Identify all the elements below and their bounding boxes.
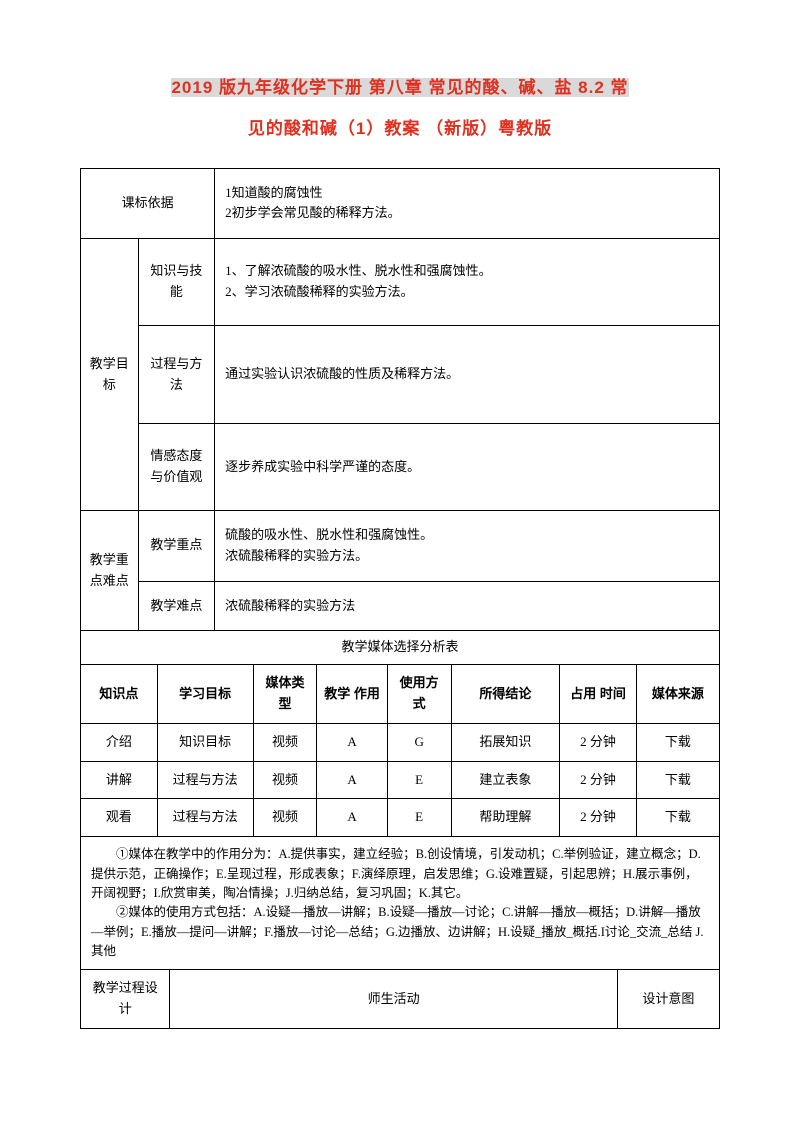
media-title: 教学媒体选择分析表 [81,631,720,664]
r2c1: 讲解 [81,761,158,799]
r3c4: A [317,799,387,837]
row-zhongdian: 教学重点难点 教学重点 硫酸的吸水性、脱水性和强腐蚀性。 浓硫酸稀释的实验方法。 [81,510,720,581]
r2c6: 建立表象 [451,761,560,799]
content-zhishi: 1、了解浓硫酸的吸水性、脱水性和强腐蚀性。 2、学习浓硫酸稀释的实验方法。 [215,239,720,326]
row-nandian: 教学难点 浓硫酸稀释的实验方法 [81,581,720,631]
r1c1: 介绍 [81,723,158,761]
zhishi-line2: 2、学习浓硫酸稀释的实验方法。 [225,282,709,303]
footer-c2: 师生活动 [170,970,617,1028]
notes-p2: ②媒体的使用方式包括：A.设疑—播放—讲解；B.设疑—播放—讨论；C.讲解—播放… [91,903,709,961]
label-zd: 教学重点 [138,510,215,581]
r3c7: 2 分钟 [560,799,637,837]
title-line-1: 2019 版九年级化学下册 第八章 常见的酸、碱、盐 8.2 常 [80,68,720,109]
r2c7: 2 分钟 [560,761,637,799]
row-qinggan: 情感态度与价值观 逐步养成实验中科学严谨的态度。 [81,424,720,511]
r1c2: 知识目标 [157,723,253,761]
title-line-2: 见的酸和碱（1）教案 （新版）粤教版 [80,109,720,150]
r3c1: 观看 [81,799,158,837]
media-notes: ①媒体在教学中的作用分为：A.提供事实，建立经验；B.创设情境，引发动机；C.举… [81,837,720,970]
r1c5: G [387,723,451,761]
h-c6: 所得结论 [451,665,560,724]
process-design-table: 教学过程设计 师生活动 设计意图 [80,970,720,1029]
r3c3: 视频 [253,799,317,837]
row-zhishi: 教学目标 知识与技能 1、了解浓硫酸的吸水性、脱水性和强腐蚀性。 2、学习浓硫酸… [81,239,720,326]
r3c2: 过程与方法 [157,799,253,837]
media-analysis-table: 教学媒体选择分析表 知识点 学习目标 媒体类型 教学 作用 使用方式 所得结论 … [80,631,720,970]
r3c8: 下载 [636,799,719,837]
title-text-highlighted: 2019 版九年级化学下册 第八章 常见的酸、碱、盐 8.2 常 [171,78,628,97]
zhishi-line1: 1、了解浓硫酸的吸水性、脱水性和强腐蚀性。 [225,261,709,282]
r1c4: A [317,723,387,761]
content-nd: 浓硫酸稀释的实验方法 [215,581,720,631]
h-c7: 占用 时间 [560,665,637,724]
r2c8: 下载 [636,761,719,799]
h-c8: 媒体来源 [636,665,719,724]
h-c5: 使用方式 [387,665,451,724]
h-c4: 教学 作用 [317,665,387,724]
footer-c1: 教学过程设计 [81,970,170,1028]
label-qinggan: 情感态度与价值观 [138,424,215,511]
footer-row: 教学过程设计 师生活动 设计意图 [81,970,720,1028]
content-qinggan: 逐步养成实验中科学严谨的态度。 [215,424,720,511]
r2c5: E [387,761,451,799]
label-nd: 教学难点 [138,581,215,631]
r1c8: 下载 [636,723,719,761]
content-zd: 硫酸的吸水性、脱水性和强腐蚀性。 浓硫酸稀释的实验方法。 [215,510,720,581]
r2c4: A [317,761,387,799]
media-title-row: 教学媒体选择分析表 [81,631,720,664]
document-title: 2019 版九年级化学下册 第八章 常见的酸、碱、盐 8.2 常 见的酸和碱（1… [80,68,720,150]
label-kebiao: 课标依据 [81,168,215,239]
label-zdnd: 教学重点难点 [81,510,139,630]
notes-p1: ①媒体在教学中的作用分为：A.提供事实，建立经验；B.创设情境，引发动机；C.举… [91,845,709,903]
h-c2: 学习目标 [157,665,253,724]
h-c1: 知识点 [81,665,158,724]
content-guocheng: 通过实验认识浓硫酸的性质及稀释方法。 [215,325,720,424]
label-guocheng: 过程与方法 [138,325,215,424]
row-guocheng: 过程与方法 通过实验认识浓硫酸的性质及稀释方法。 [81,325,720,424]
lesson-plan-table: 课标依据 1知道酸的腐蚀性 2初步学会常见酸的稀释方法。 教学目标 知识与技能 … [80,168,720,632]
row-kebiao: 课标依据 1知道酸的腐蚀性 2初步学会常见酸的稀释方法。 [81,168,720,239]
r2c2: 过程与方法 [157,761,253,799]
media-row-1: 介绍 知识目标 视频 A G 拓展知识 2 分钟 下载 [81,723,720,761]
content-kebiao: 1知道酸的腐蚀性 2初步学会常见酸的稀释方法。 [215,168,720,239]
kebiao-line1: 1知道酸的腐蚀性 [225,183,709,204]
zd-line1: 硫酸的吸水性、脱水性和强腐蚀性。 [225,525,709,546]
r1c7: 2 分钟 [560,723,637,761]
r2c3: 视频 [253,761,317,799]
r3c5: E [387,799,451,837]
r3c6: 帮助理解 [451,799,560,837]
label-zhishi: 知识与技能 [138,239,215,326]
media-row-3: 观看 过程与方法 视频 A E 帮助理解 2 分钟 下载 [81,799,720,837]
r1c6: 拓展知识 [451,723,560,761]
r1c3: 视频 [253,723,317,761]
label-mubiao: 教学目标 [81,239,139,511]
h-c3: 媒体类型 [253,665,317,724]
media-header-row: 知识点 学习目标 媒体类型 教学 作用 使用方式 所得结论 占用 时间 媒体来源 [81,665,720,724]
media-notes-row: ①媒体在教学中的作用分为：A.提供事实，建立经验；B.创设情境，引发动机；C.举… [81,837,720,970]
footer-c3: 设计意图 [617,970,719,1028]
kebiao-line2: 2初步学会常见酸的稀释方法。 [225,203,709,224]
zd-line2: 浓硫酸稀释的实验方法。 [225,546,709,567]
media-row-2: 讲解 过程与方法 视频 A E 建立表象 2 分钟 下载 [81,761,720,799]
